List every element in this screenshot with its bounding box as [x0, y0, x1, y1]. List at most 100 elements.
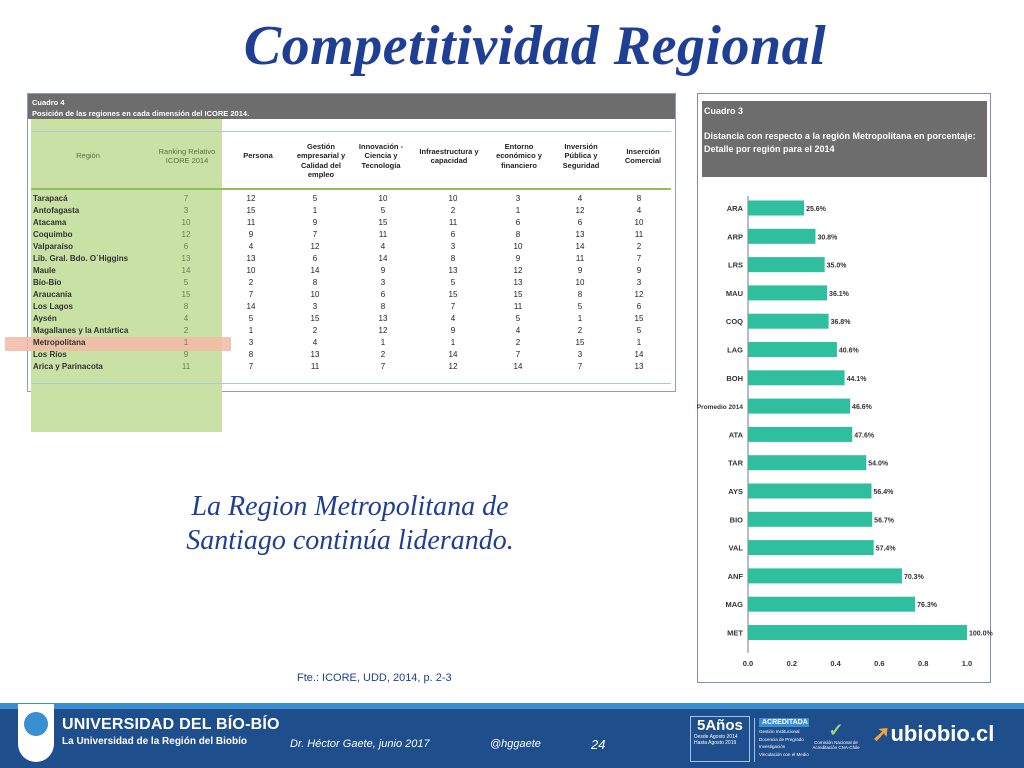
table-cell: 1	[636, 338, 642, 347]
region-name: Magallanes y la Antártica	[33, 326, 129, 335]
table-cell: 11	[246, 218, 256, 227]
table-cell: 9	[577, 266, 583, 275]
chart-label: Cuadro 3	[704, 106, 744, 116]
chart-header: Cuadro 3 Distancia con respecto a la reg…	[702, 101, 987, 177]
category-label: LAG	[727, 346, 743, 355]
table-cell: 15	[310, 314, 320, 323]
ranking-cell: 2	[183, 326, 189, 335]
table-cell: 8	[577, 290, 583, 299]
table-cell: 12	[513, 266, 523, 275]
table-cell: 15	[513, 290, 523, 299]
table-cell: 9	[380, 266, 386, 275]
category-label: TAR	[728, 459, 743, 468]
table-cell: 12	[448, 362, 458, 371]
table-cell: 15	[246, 206, 256, 215]
category-label: LRS	[728, 261, 743, 270]
table-cell: 14	[513, 362, 523, 371]
quote: La Region Metropolitana de Santiago cont…	[140, 490, 560, 558]
table-cell: 8	[380, 302, 386, 311]
table-cell: 14	[378, 254, 388, 263]
slide-title: Competitividad Regional	[243, 15, 827, 77]
table-cell: 4	[577, 194, 583, 203]
x-tick-label: 0.0	[743, 659, 753, 668]
table-row: Bío-Bío 5 2 8 3 5 13 10 3	[31, 277, 671, 289]
data-label: 100.0%	[969, 631, 994, 638]
table-cell: 4	[248, 242, 254, 251]
table-label: Cuadro 4	[32, 98, 65, 107]
table-row: Maule 14 10 14 9 13 12 9 9	[31, 265, 671, 277]
table-caption: Posición de las regiones en cada dimensi…	[32, 109, 250, 118]
table-row: Metropolitana 1 3 4 1 1 2 15 1	[31, 337, 671, 349]
ranking-cell: 6	[183, 242, 189, 251]
table-cell: 2	[577, 326, 583, 335]
university-name: UNIVERSIDAD DEL BÍO-BÍO	[62, 716, 280, 733]
table-cell: 3	[450, 242, 456, 251]
column-header: Inversión Pública y Seguridad	[562, 141, 600, 170]
bar	[748, 228, 816, 244]
table-cell: 10	[575, 278, 585, 287]
table-cell: 11	[634, 230, 644, 239]
table-cell: 14	[310, 266, 320, 275]
table-cell: 7	[248, 362, 254, 371]
table-cell: 5	[636, 326, 642, 335]
table-cell: 12	[378, 326, 388, 335]
table-cell: 6	[450, 230, 456, 239]
category-label: MAU	[726, 289, 743, 298]
table-cell: 10	[246, 266, 256, 275]
table-cell: 3	[380, 278, 386, 287]
table-cell: 13	[575, 230, 585, 239]
cna-logo: ✓ Comisión Nacional de Acreditación CNA-…	[812, 720, 860, 760]
category-label: AYS	[728, 487, 743, 496]
category-label: COQ	[726, 317, 743, 326]
column-header: Infraestructura y capacidad	[419, 146, 479, 166]
table-cell: 3	[515, 194, 521, 203]
table-cell: 5	[577, 302, 583, 311]
table-cell: 13	[448, 266, 458, 275]
table-cell: 7	[636, 254, 642, 263]
data-label: 47.6%	[854, 432, 875, 439]
table-row: Valparaíso 6 4 12 4 3 10 14 2	[31, 241, 671, 253]
table-cell: 2	[450, 206, 456, 215]
table-cell: 15	[378, 218, 388, 227]
table-cell: 10	[310, 290, 320, 299]
website-link[interactable]: ➚ubiobio.cl	[872, 721, 994, 747]
data-label: 44.1%	[847, 376, 868, 383]
bar	[748, 398, 851, 414]
data-label: 36.8%	[831, 319, 852, 326]
badge-years: 5Años	[697, 717, 743, 734]
region-name: Antofagasta	[33, 206, 80, 215]
table-cell: 1	[450, 338, 456, 347]
footer-rule	[31, 383, 671, 384]
page-number: 24	[591, 737, 606, 752]
ranking-cell: 9	[183, 350, 189, 359]
data-label: 56.7%	[874, 517, 895, 524]
region-name: Coquimbo	[33, 230, 73, 239]
bar	[748, 483, 872, 499]
logo-emblem-icon	[24, 712, 48, 736]
region-name: Los Lagos	[33, 302, 74, 311]
table-cell: 5	[515, 314, 521, 323]
table-cell: 11	[310, 362, 320, 371]
region-name: Los Ríos	[33, 350, 67, 359]
table-cell: 3	[248, 338, 254, 347]
data-label: 54.0%	[868, 461, 889, 468]
column-header: Persona	[243, 151, 273, 161]
region-name: Bío-Bío	[33, 278, 62, 287]
quote-line-1: La Region Metropolitana de	[191, 491, 509, 522]
table-row: Atacama 10 11 9 15 11 6 6 10	[31, 217, 671, 229]
table-cell: 7	[515, 350, 521, 359]
ranking-column-band	[31, 119, 222, 432]
accreditation-title: ACREDITADA	[759, 718, 809, 727]
table-cell: 15	[448, 290, 458, 299]
region-name: Tarapacá	[33, 194, 68, 203]
x-tick-label: 0.4	[830, 659, 841, 668]
table-cell: 2	[248, 278, 254, 287]
x-tick-label: 0.6	[874, 659, 884, 668]
ranking-cell: 11	[181, 362, 191, 371]
table-cell: 3	[577, 350, 583, 359]
accreditation-years-badge: 5Años Desde Agosto 2014 Hasta Agosto 201…	[690, 716, 750, 762]
data-label: 56.4%	[874, 489, 895, 496]
ranking-cell: 15	[181, 290, 191, 299]
data-label: 25.6%	[806, 206, 827, 213]
table-cell: 6	[515, 218, 521, 227]
